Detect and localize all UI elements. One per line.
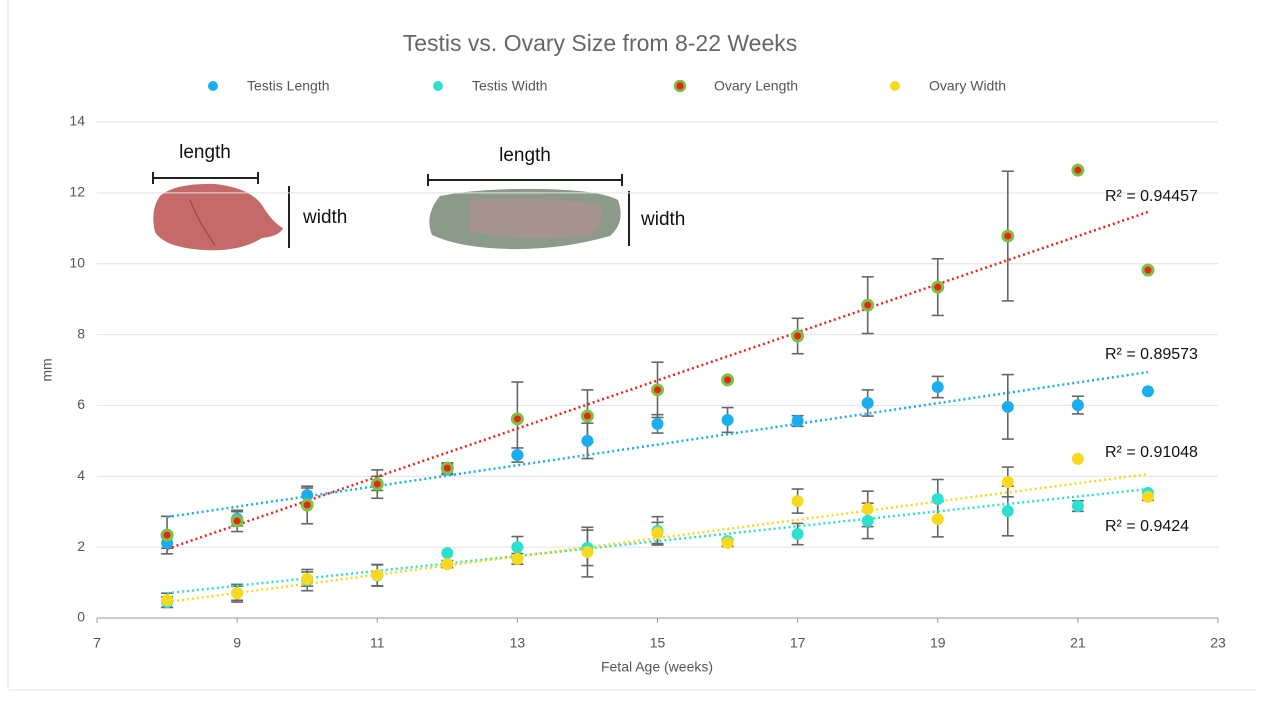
data-point <box>300 498 314 512</box>
data-point <box>301 489 314 502</box>
data-point <box>861 298 875 312</box>
data-point <box>861 514 874 527</box>
width-label: width <box>302 207 347 228</box>
y-tick-label: 12 <box>69 184 85 200</box>
data-point <box>231 587 244 600</box>
length-label: length <box>179 142 231 163</box>
legend-label: Ovary Width <box>929 78 1006 94</box>
data-point <box>1141 263 1155 277</box>
data-point <box>1141 385 1154 398</box>
ovary-tint <box>470 198 602 238</box>
data-point <box>580 409 594 423</box>
data-point <box>1001 505 1014 518</box>
data-point <box>1001 400 1014 413</box>
x-tick-label: 23 <box>1210 635 1226 651</box>
x-tick-label: 17 <box>790 635 806 651</box>
x-axis-label: Fetal Age (weeks) <box>601 659 713 675</box>
data-point <box>791 329 805 343</box>
r-squared-label: R² = 0.89573 <box>1105 346 1198 363</box>
y-axis-label: mm <box>39 358 55 381</box>
data-point <box>441 547 454 560</box>
data-point <box>1071 452 1084 465</box>
data-point <box>931 492 944 505</box>
r-squared-label: R² = 0.9424 <box>1105 518 1189 535</box>
legend-marker <box>673 79 687 93</box>
data-point <box>1001 229 1015 243</box>
data-point <box>861 502 874 515</box>
data-point <box>1141 490 1154 503</box>
x-tick-label: 7 <box>93 635 101 651</box>
r-squared-label: R² = 0.91048 <box>1105 444 1198 461</box>
data-point <box>581 546 594 559</box>
data-point <box>1001 475 1014 488</box>
data-point <box>721 373 735 387</box>
data-point <box>931 381 944 394</box>
x-tick-label: 21 <box>1070 635 1086 651</box>
data-point <box>931 280 945 294</box>
testis-illustration <box>153 183 283 251</box>
legend-label: Testis Length <box>247 78 330 94</box>
length-label: length <box>499 145 551 166</box>
data-point <box>441 558 454 571</box>
data-point <box>230 514 244 528</box>
legend-label: Ovary Length <box>714 78 798 94</box>
x-tick-label: 9 <box>233 635 241 651</box>
data-point <box>1071 399 1084 412</box>
data-point <box>651 417 664 430</box>
data-point <box>1071 500 1084 513</box>
data-point <box>721 413 734 426</box>
data-point <box>791 415 804 428</box>
y-tick-label: 2 <box>77 538 85 554</box>
data-point <box>791 495 804 508</box>
testis-vessel <box>189 199 216 246</box>
data-point <box>511 541 524 554</box>
y-tick-label: 4 <box>77 467 85 483</box>
r-squared-label: R² = 0.94457 <box>1105 188 1198 205</box>
y-tick-label: 8 <box>77 325 85 341</box>
data-point <box>440 461 454 475</box>
data-point <box>931 513 944 526</box>
x-tick-label: 19 <box>930 635 946 651</box>
data-point <box>371 569 384 582</box>
data-point <box>161 594 174 607</box>
data-point <box>721 536 734 549</box>
y-tick-label: 6 <box>77 396 85 412</box>
legend-label: Testis Width <box>472 78 547 94</box>
data-point <box>511 449 524 462</box>
trendline <box>166 370 1149 519</box>
data-point <box>651 383 664 397</box>
x-tick-label: 15 <box>650 635 666 651</box>
legend-marker <box>433 81 443 91</box>
data-point <box>301 573 314 586</box>
data-point <box>651 526 664 539</box>
data-point <box>510 412 524 426</box>
trendline <box>166 487 1149 595</box>
legend-marker <box>208 81 218 91</box>
legend-marker <box>890 81 900 91</box>
y-tick-label: 10 <box>69 254 85 270</box>
data-point <box>511 552 524 565</box>
data-point <box>581 434 594 447</box>
data-point <box>791 528 804 541</box>
y-tick-label: 0 <box>77 609 85 625</box>
data-point <box>1071 163 1085 177</box>
y-tick-label: 14 <box>69 113 85 129</box>
data-point <box>160 528 174 542</box>
width-label: width <box>640 209 685 230</box>
x-tick-label: 13 <box>510 635 526 651</box>
data-point <box>370 477 384 491</box>
x-tick-label: 11 <box>370 635 385 651</box>
data-point <box>861 396 874 409</box>
chart-title: Testis vs. Ovary Size from 8-22 Weeks <box>403 30 798 56</box>
